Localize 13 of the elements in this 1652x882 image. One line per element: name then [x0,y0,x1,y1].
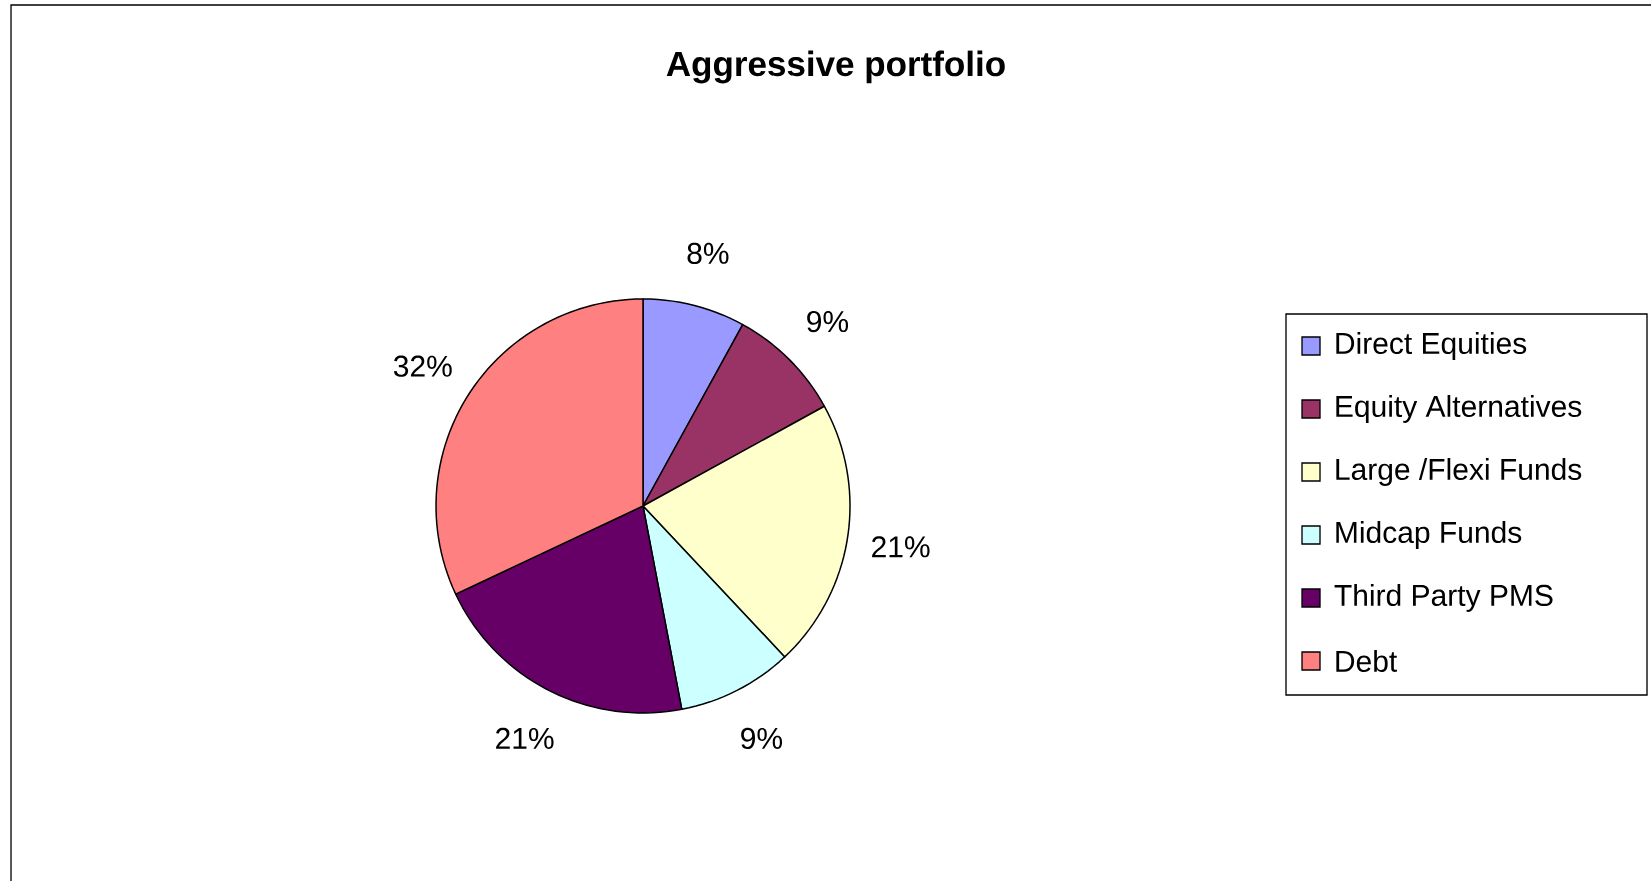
legend-label: Debt [1336,649,1398,673]
data-label: 32% [393,355,452,377]
chart-title: Aggressive portfolio [666,50,1005,84]
data-label: 21% [872,536,930,558]
data-label: 21% [496,727,554,749]
data-label: 9% [741,727,783,749]
data-label: 9% [807,310,849,333]
legend-label: Large /Flexi Funds [1336,458,1582,486]
data-label: 8% [687,242,729,264]
legend-label: Third Party PMS [1334,584,1553,612]
legend-label: Direct Equities [1336,332,1527,360]
legend-label: Equity Alternatives [1336,395,1582,423]
legend-label: Midcap Funds [1336,521,1522,549]
